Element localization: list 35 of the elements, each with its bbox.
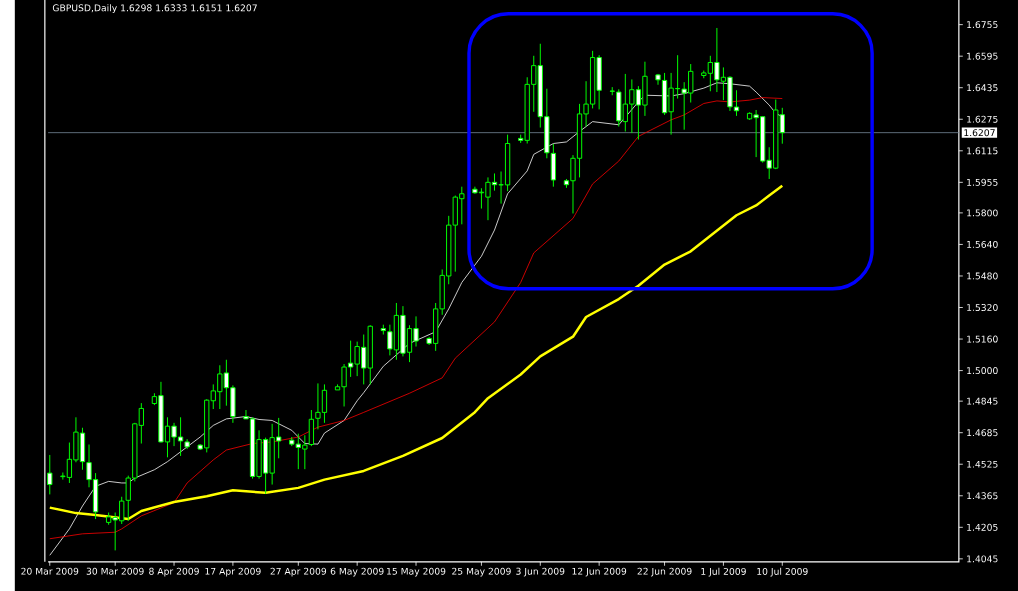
x-tick-label: 27 Apr 2009 bbox=[270, 567, 327, 577]
x-tick-label: 6 May 2009 bbox=[330, 567, 384, 577]
x-tick-label: 3 Jun 2009 bbox=[516, 567, 565, 577]
y-tick-label: 1.6595 bbox=[967, 52, 998, 60]
y-tick-label: 1.4525 bbox=[967, 460, 998, 468]
y-tick-label: 1.4365 bbox=[967, 492, 998, 500]
y-tick-label: 1.6275 bbox=[967, 115, 998, 123]
y-tick-label: 1.6755 bbox=[967, 20, 998, 28]
x-tick-label: 10 Jul 2009 bbox=[757, 567, 808, 577]
y-tick-label: 1.5640 bbox=[967, 240, 998, 248]
y-tick-label: 1.4685 bbox=[967, 429, 998, 436]
y-tick-label: 1.5000 bbox=[967, 366, 998, 374]
x-tick-label: 8 Apr 2009 bbox=[149, 567, 199, 577]
x-tick-label: 30 Mar 2009 bbox=[86, 567, 144, 575]
x-tick-label: 15 May 2009 bbox=[387, 567, 446, 577]
y-tick-label: 1.5800 bbox=[967, 209, 998, 217]
x-tick-label: 25 May 2009 bbox=[452, 567, 511, 577]
y-tick-label: 1.5955 bbox=[967, 178, 998, 186]
y-tick-label: 1.4845 bbox=[967, 397, 998, 405]
y-tick-label: 1.6115 bbox=[967, 147, 998, 155]
y-tick-label: 1.5480 bbox=[967, 272, 998, 280]
y-tick-label: 1.4205 bbox=[967, 523, 998, 531]
x-tick-label: 22 Jun 2009 bbox=[637, 567, 692, 577]
ref-line-label: 1.6207 bbox=[964, 129, 995, 136]
y-tick-label: 1.6435 bbox=[967, 84, 998, 91]
y-tick-label: 1.4045 bbox=[967, 555, 998, 563]
x-tick-label: 1 Jul 2009 bbox=[701, 567, 746, 577]
candlestick bbox=[655, 73, 661, 86]
x-tick-label: 20 Mar 2009 bbox=[21, 567, 79, 575]
x-tick-label: 12 Jun 2009 bbox=[572, 567, 627, 577]
chart-title: GBPUSD,Daily 1.6298 1.6333 1.6151 1.6207 bbox=[52, 4, 257, 13]
x-tick-label: 17 Apr 2009 bbox=[205, 567, 261, 577]
y-tick-label: 1.5320 bbox=[967, 303, 998, 311]
y-tick-label: 1.5160 bbox=[967, 335, 998, 343]
line-series bbox=[48, 184, 784, 521]
